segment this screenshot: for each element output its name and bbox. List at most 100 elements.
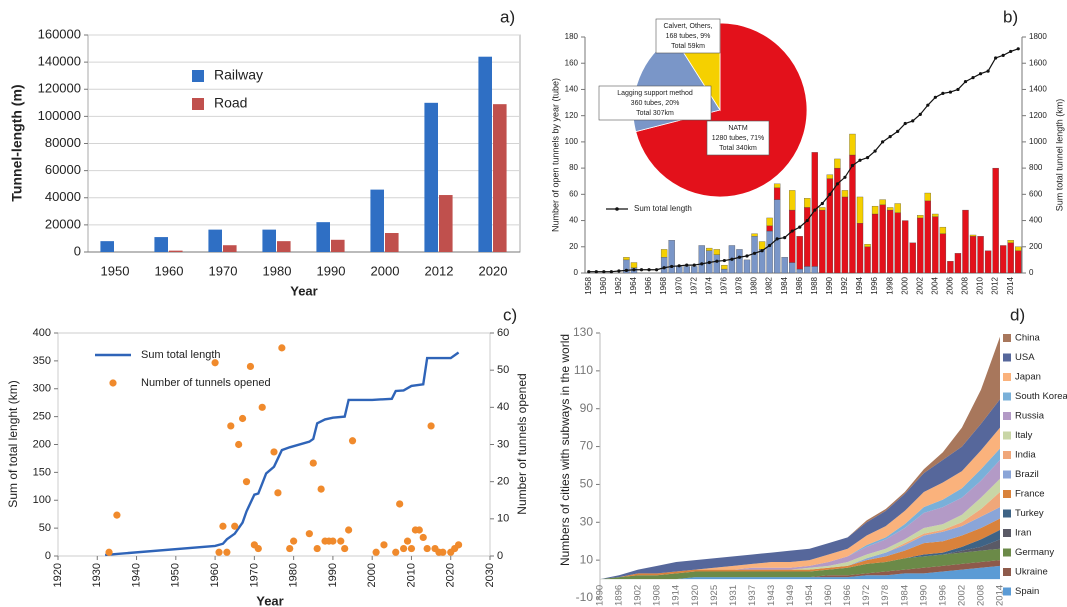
x-tick-label: 1964 — [629, 276, 638, 294]
scatter-point — [415, 526, 423, 534]
line-marker — [986, 69, 990, 73]
bar — [478, 56, 492, 253]
line-marker — [692, 263, 696, 267]
bar-segment — [849, 133, 856, 156]
scatter-point — [105, 548, 113, 556]
x-tick-label: 1908 — [652, 585, 663, 606]
line-marker — [752, 251, 757, 255]
bar-segment — [924, 200, 931, 274]
bar-segment — [879, 199, 886, 205]
bar-segment — [879, 204, 886, 274]
x-tick-label: 1976 — [719, 276, 728, 294]
y-tick-label: 100000 — [38, 108, 81, 123]
bar — [424, 102, 438, 252]
x-tick-label: 1940 — [130, 563, 142, 587]
x-tick-label: 1972 — [689, 276, 698, 294]
pie-detail: Total 307km — [636, 110, 674, 117]
legend-swatch — [1003, 490, 1011, 498]
bar-segment — [849, 154, 856, 274]
line — [105, 351, 460, 557]
line-marker — [1001, 53, 1005, 57]
legend-label: Sum total length — [141, 349, 221, 361]
bar — [331, 239, 345, 252]
scatter-point — [242, 478, 251, 486]
scatter-point — [305, 530, 313, 538]
line-marker — [873, 149, 877, 153]
y-tick-label: 1200 — [1029, 111, 1047, 120]
line-marker — [1016, 47, 1020, 51]
pie-detail: 1280 tubes, 71% — [712, 135, 765, 142]
x-tick-label: 1960 — [155, 263, 184, 278]
line-marker — [813, 208, 817, 212]
line-marker — [896, 129, 900, 133]
x-tick-label: 1937 — [747, 585, 758, 606]
legend-label: Turkey — [1015, 508, 1044, 519]
y-axis-title: Sum of total lenght (km) — [6, 380, 20, 507]
x-tick-label: 2012 — [991, 276, 1000, 294]
pie-label-box — [706, 120, 770, 156]
line-marker — [926, 103, 930, 107]
bar-segment — [736, 249, 743, 274]
bar-segment — [856, 196, 864, 224]
y-tick-label: 100 — [565, 137, 579, 146]
bar-segment — [977, 236, 984, 274]
scatter-point — [396, 500, 404, 508]
scatter-point — [258, 403, 266, 411]
line-marker — [767, 243, 772, 248]
line-marker — [978, 72, 983, 76]
x-tick-label: 1984 — [780, 276, 789, 294]
line-marker — [820, 201, 824, 206]
y-tick-label: 20 — [569, 242, 578, 251]
legend-swatch — [1003, 353, 1011, 362]
scatter-point — [238, 414, 247, 423]
panel-label: a) — [500, 7, 515, 26]
scatter-point — [439, 548, 447, 556]
legend-label: Iran — [1015, 528, 1031, 539]
x-tick-label: 2008 — [961, 276, 970, 294]
legend-marker — [615, 207, 619, 211]
bar — [169, 250, 183, 252]
bar-segment — [804, 266, 811, 274]
y-tick-label: 140 — [565, 85, 579, 94]
panel-label: d) — [1010, 305, 1025, 324]
bar — [439, 195, 453, 252]
y-tick-label: 1600 — [1029, 58, 1047, 67]
x-tick-label: 2020 — [445, 563, 457, 587]
line-marker — [662, 266, 666, 270]
line-marker — [670, 264, 674, 269]
legend-swatch — [1003, 392, 1011, 401]
bar-segment — [660, 257, 668, 274]
panel-label: c) — [503, 305, 517, 324]
x-tick-label: 1998 — [885, 276, 894, 294]
scatter-point — [403, 537, 412, 545]
x-axis-title: Year — [290, 283, 317, 298]
bar — [262, 229, 276, 252]
scatter-point — [423, 544, 431, 553]
line-marker — [715, 259, 719, 263]
y-tick-label: 10 — [497, 513, 509, 525]
bar-segment — [804, 198, 811, 208]
legend-swatch — [1003, 529, 1011, 537]
line-marker — [707, 260, 711, 265]
x-tick-label: 2002 — [956, 585, 967, 606]
bar-segment — [864, 246, 871, 274]
x-tick-label: 1958 — [584, 276, 593, 294]
line-marker — [737, 255, 742, 259]
bar-segment — [660, 249, 668, 258]
area-layer — [600, 560, 1000, 580]
x-tick-label: 1966 — [644, 276, 653, 294]
line-marker — [760, 249, 764, 253]
bar-segment — [834, 158, 841, 169]
x-tick-label: 1970 — [209, 263, 238, 278]
scatter-point — [223, 548, 231, 556]
bar — [154, 237, 168, 252]
line-marker — [775, 237, 779, 241]
pie-detail: 360 tubes, 20% — [631, 100, 680, 107]
line-marker — [602, 270, 606, 274]
pie-label: Calvert, Others, — [663, 23, 712, 30]
bar-segment — [969, 236, 977, 274]
bar — [100, 241, 114, 252]
legend-label: China — [1015, 333, 1041, 344]
bar-segment — [773, 183, 781, 188]
x-tick-label: 2000 — [900, 276, 909, 294]
